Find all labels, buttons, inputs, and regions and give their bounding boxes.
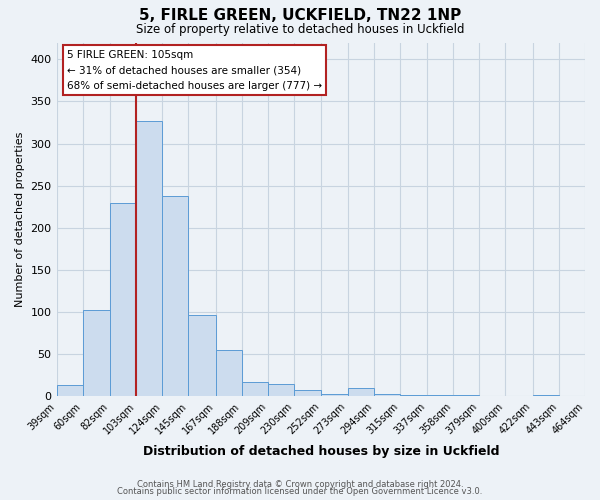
Bar [294,390,322,396]
Bar [374,394,400,396]
Bar [136,121,162,396]
Bar [242,382,268,396]
X-axis label: Distribution of detached houses by size in Uckfield: Distribution of detached houses by size … [143,444,499,458]
Bar [347,388,374,396]
Bar [162,196,188,396]
Text: 5 FIRLE GREEN: 105sqm
← 31% of detached houses are smaller (354)
68% of semi-det: 5 FIRLE GREEN: 105sqm ← 31% of detached … [67,50,322,91]
Text: Size of property relative to detached houses in Uckfield: Size of property relative to detached ho… [136,22,464,36]
Bar [216,350,242,397]
Text: 5, FIRLE GREEN, UCKFIELD, TN22 1NP: 5, FIRLE GREEN, UCKFIELD, TN22 1NP [139,8,461,22]
Bar [400,394,427,396]
Y-axis label: Number of detached properties: Number of detached properties [15,132,25,307]
Bar [83,310,110,396]
Bar [268,384,294,396]
Bar [322,394,347,396]
Bar [110,204,136,396]
Text: Contains public sector information licensed under the Open Government Licence v3: Contains public sector information licen… [118,488,482,496]
Text: Contains HM Land Registry data © Crown copyright and database right 2024.: Contains HM Land Registry data © Crown c… [137,480,463,489]
Bar [56,386,83,396]
Bar [188,314,216,396]
